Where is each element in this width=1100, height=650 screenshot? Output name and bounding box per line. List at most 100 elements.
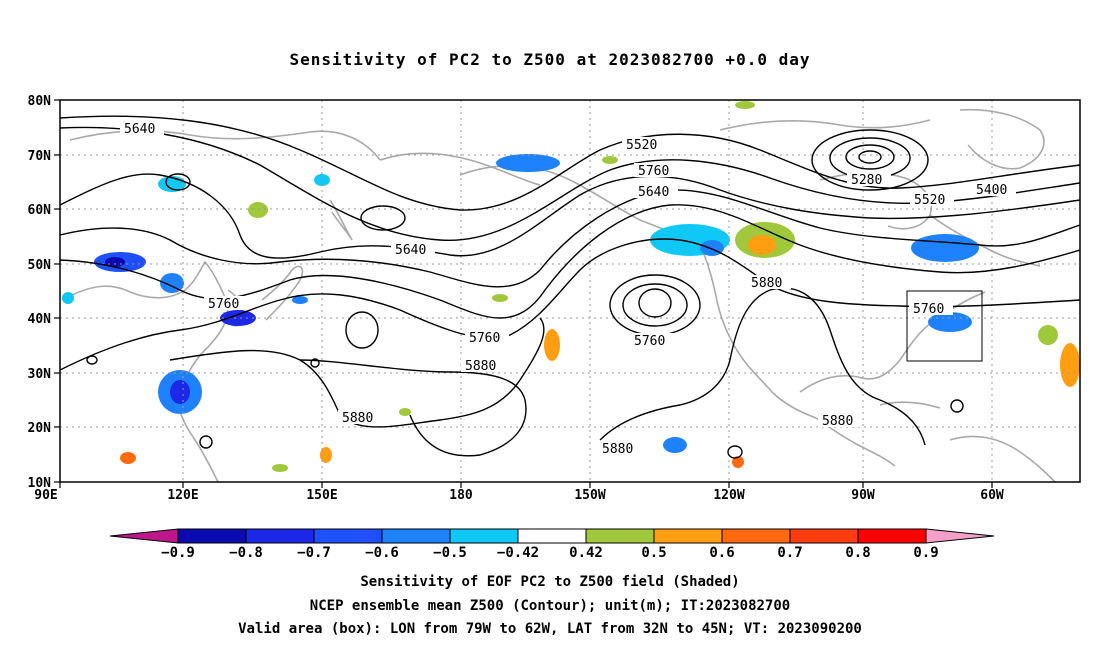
- colorbar-tick-label: −0.8: [229, 545, 263, 561]
- shade-positive: [248, 202, 268, 218]
- axis-ticks: [54, 99, 993, 488]
- shade-positive: [120, 452, 136, 464]
- contour-line: [727, 445, 743, 459]
- lat-label: 80N: [28, 94, 52, 109]
- shade-positive: [748, 235, 776, 255]
- contour-label: 5880: [822, 414, 853, 429]
- contour-line: [169, 317, 545, 428]
- contour-label: 5760: [634, 334, 665, 349]
- contour-line: [60, 126, 1080, 241]
- shade-negative: [62, 292, 74, 304]
- contour-line: [811, 129, 929, 191]
- shade-negative: [911, 234, 979, 262]
- shade-positive: [602, 156, 618, 164]
- colorbar-cell: [381, 528, 451, 544]
- colorbar-lower-extension: [109, 528, 179, 544]
- caption-line-3: Valid area (box): LON from 79W to 62W, L…: [238, 621, 862, 637]
- contour-label: 5760: [913, 302, 944, 317]
- contour-label: 5880: [342, 411, 373, 426]
- contour-line: [950, 399, 964, 413]
- longitude-labels: 90E 120E 150E 180 150W 120W 90W 60W: [34, 488, 1004, 503]
- contour-label: 5640: [124, 122, 155, 137]
- contour-label: 5400: [976, 183, 1007, 198]
- lat-label: 30N: [28, 367, 52, 382]
- contour-line: [345, 311, 379, 349]
- contour-line: [60, 189, 1080, 288]
- colorbar-tick-label: −0.7: [297, 545, 331, 561]
- lat-label: 40N: [28, 312, 52, 327]
- contour-line: [60, 115, 1080, 211]
- contour-line: [310, 358, 320, 368]
- caption-line-2: NCEP ensemble mean Z500 (Contour); unit(…: [309, 598, 791, 614]
- colorbar-cell: [313, 528, 383, 544]
- lon-label: 120W: [713, 488, 744, 503]
- shade-positive: [320, 447, 332, 463]
- shade-positive: [272, 464, 288, 472]
- coastline-na-west: [699, 244, 817, 419]
- lon-label: 60W: [980, 488, 1004, 503]
- lon-label: 150W: [574, 488, 605, 503]
- shade-negative: [663, 437, 687, 453]
- contour-line: [858, 150, 882, 164]
- latitude-labels: 80N 70N 60N 50N 40N 30N 20N 10N: [28, 94, 52, 491]
- contour-label: 5760: [469, 331, 500, 346]
- contour-line: [599, 287, 926, 446]
- contour-line: [638, 288, 672, 318]
- shade-positive: [492, 294, 508, 302]
- colorbar-tick-label: 0.9: [913, 545, 938, 561]
- contour-line: [199, 435, 213, 449]
- contour-line: [60, 173, 1080, 259]
- contour-label: 5640: [638, 185, 669, 200]
- colorbar-tick-label: 0.5: [641, 545, 666, 561]
- coastline-east-asia: [61, 260, 229, 482]
- lon-label: 120E: [167, 488, 198, 503]
- contour-label: 5280: [851, 173, 882, 188]
- coastline-arctic-islands: [719, 119, 931, 131]
- lon-label: 90E: [34, 488, 57, 503]
- contour-label: 5520: [914, 193, 945, 208]
- colorbar-tick-label: −0.42: [497, 545, 539, 561]
- contour-line: [60, 238, 1080, 371]
- coastline-gulf: [799, 291, 986, 393]
- coastline-siberia: [69, 130, 381, 161]
- map-plot-area: 5640 5520 5640 5760 5280 5400 5520 5640 …: [60, 100, 1080, 482]
- shade-positive: [544, 329, 560, 361]
- colorbar-cell: [177, 528, 247, 544]
- colorbar-tick-label: −0.6: [365, 545, 399, 561]
- contour-label: 5760: [638, 164, 669, 179]
- colorbar-cell: [449, 528, 519, 544]
- coastline-japan: [261, 265, 304, 321]
- contour-labels: 5640 5520 5640 5760 5280 5400 5520 5640 …: [120, 121, 1016, 457]
- z500-contours: [60, 115, 1080, 459]
- coastline-south-america: [949, 435, 1056, 482]
- colorbar-tick-label: 0.6: [709, 545, 734, 561]
- colorbar-cell: [721, 528, 791, 544]
- contour-line: [165, 173, 191, 191]
- caption-line-1: Sensitivity of EOF PC2 to Z500 field (Sh…: [360, 574, 740, 590]
- colorbar-cell: [585, 528, 655, 544]
- lon-label: 180: [449, 488, 473, 503]
- shade-positive: [399, 408, 411, 416]
- lon-label: 90W: [851, 488, 875, 503]
- contour-label: 5880: [602, 442, 633, 457]
- lat-label: 50N: [28, 258, 52, 273]
- figure-title: Sensitivity of PC2 to Z500 at 2023082700…: [289, 50, 811, 69]
- colorbar-tick-label: −0.9: [161, 545, 195, 561]
- coastline-labrador: [929, 214, 1041, 267]
- colorbar-cell: [517, 528, 587, 544]
- shade-positive: [732, 456, 744, 468]
- contour-label: 5640: [395, 243, 426, 258]
- colorbar-cell: [857, 528, 927, 544]
- contour-label: 5880: [465, 359, 496, 374]
- shade-positive: [1038, 325, 1058, 345]
- shade-negative: [220, 310, 256, 326]
- graticule: [60, 100, 1080, 482]
- colorbar: −0.9 −0.8 −0.7 −0.6 −0.5 −0.42 0.42 0.5 …: [109, 528, 995, 561]
- lat-label: 70N: [28, 149, 52, 164]
- colorbar-tick-label: −0.5: [433, 545, 467, 561]
- colorbar-tick-label: 0.8: [845, 545, 870, 561]
- lon-label: 150E: [306, 488, 337, 503]
- contour-label: 5880: [751, 276, 782, 291]
- contour-line: [360, 205, 406, 231]
- shade-positive: [735, 101, 755, 109]
